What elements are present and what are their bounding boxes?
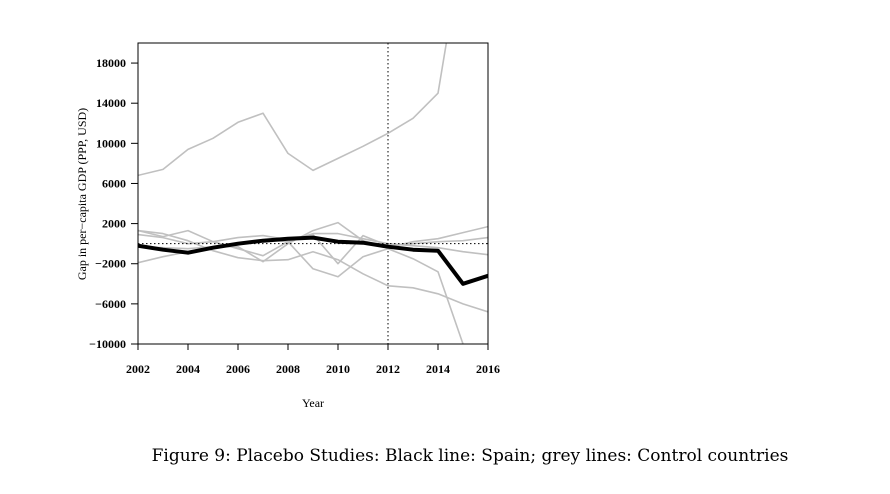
x-tick-label: 2016 [476, 362, 500, 376]
y-tick-label: 10000 [96, 136, 126, 150]
control-series-line-6 [138, 232, 488, 256]
x-tick-label: 2002 [126, 362, 150, 376]
series-layer [138, 43, 488, 344]
figure-caption: Figure 9: Placebo Studies: Black line: S… [151, 446, 789, 466]
y-axis-title: Gap in per−capita GDP (PPP, USD) [75, 108, 89, 280]
plot-frame [137, 42, 489, 345]
placebo-line-chart: 2002 2004 2006 2008 2010 2012 2014 2016 −10000 −6… [75, 42, 500, 410]
y-tick-label: −10000 [89, 337, 126, 351]
y-tick-label: −2000 [95, 257, 126, 271]
control-series-line-3 [138, 229, 464, 344]
treated-series-line [138, 235, 488, 286]
x-tick-label: 2004 [176, 362, 200, 376]
axes: 2002 2004 2006 2008 2010 2012 2014 2016 −10000 −6… [89, 56, 500, 376]
x-tick-label: 2006 [226, 362, 250, 376]
x-tick-label: 2014 [426, 362, 450, 376]
y-tick-label: 14000 [96, 96, 126, 110]
reference-lines [138, 43, 488, 344]
control-series-line-2 [138, 229, 488, 313]
y-tick-label: 6000 [102, 176, 126, 190]
y-tick-label: −6000 [95, 297, 126, 311]
x-tick-label: 2012 [376, 362, 400, 376]
control-series-line-1 [138, 43, 448, 177]
y-tick-label: 2000 [102, 217, 126, 231]
x-tick-label: 2008 [276, 362, 300, 376]
y-tick-label: 18000 [96, 56, 126, 70]
x-tick-label: 2010 [326, 362, 350, 376]
control-series-line-5 [138, 233, 488, 265]
x-axis-title: Year [302, 396, 324, 410]
